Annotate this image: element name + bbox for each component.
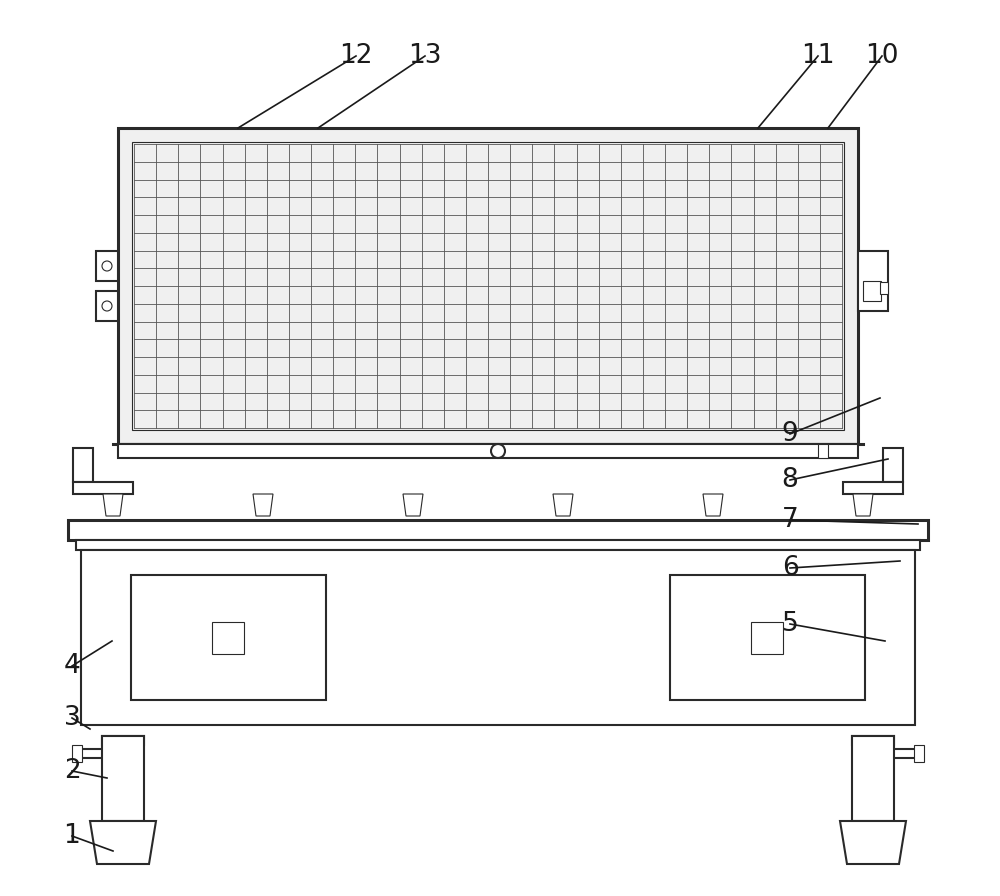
Bar: [212, 622, 244, 654]
Bar: [96, 251, 118, 281]
Bar: [118, 444, 858, 458]
Polygon shape: [253, 494, 273, 516]
Bar: [118, 128, 858, 444]
Text: 2: 2: [64, 758, 80, 784]
Bar: [132, 142, 844, 430]
Bar: [68, 520, 928, 540]
Text: 4: 4: [64, 653, 80, 679]
Bar: [852, 736, 894, 745]
Bar: [751, 622, 783, 654]
Text: 10: 10: [865, 43, 899, 69]
Bar: [76, 540, 920, 550]
Text: 1: 1: [64, 823, 80, 849]
Text: 12: 12: [339, 43, 373, 69]
Bar: [818, 444, 828, 458]
Polygon shape: [90, 821, 156, 864]
Polygon shape: [840, 821, 906, 864]
Bar: [81, 550, 915, 725]
Polygon shape: [103, 494, 123, 516]
Bar: [102, 736, 144, 745]
Bar: [73, 448, 93, 482]
Bar: [914, 745, 924, 762]
Bar: [852, 736, 894, 821]
Polygon shape: [553, 494, 573, 516]
Text: 8: 8: [782, 467, 798, 493]
Polygon shape: [853, 494, 873, 516]
Bar: [863, 281, 881, 301]
Polygon shape: [403, 494, 423, 516]
Bar: [883, 448, 903, 482]
Text: 7: 7: [782, 507, 798, 533]
Bar: [880, 282, 888, 294]
Bar: [72, 745, 82, 762]
Text: 13: 13: [408, 43, 442, 69]
Text: 3: 3: [64, 705, 80, 731]
Bar: [131, 575, 326, 700]
Bar: [102, 736, 144, 821]
Text: 9: 9: [782, 421, 798, 447]
Bar: [96, 291, 118, 321]
Text: 5: 5: [782, 611, 798, 637]
Text: 11: 11: [801, 43, 835, 69]
Polygon shape: [703, 494, 723, 516]
Bar: [843, 482, 903, 494]
Bar: [670, 575, 865, 700]
Text: 6: 6: [782, 555, 798, 581]
Bar: [858, 251, 888, 311]
Bar: [73, 482, 133, 494]
